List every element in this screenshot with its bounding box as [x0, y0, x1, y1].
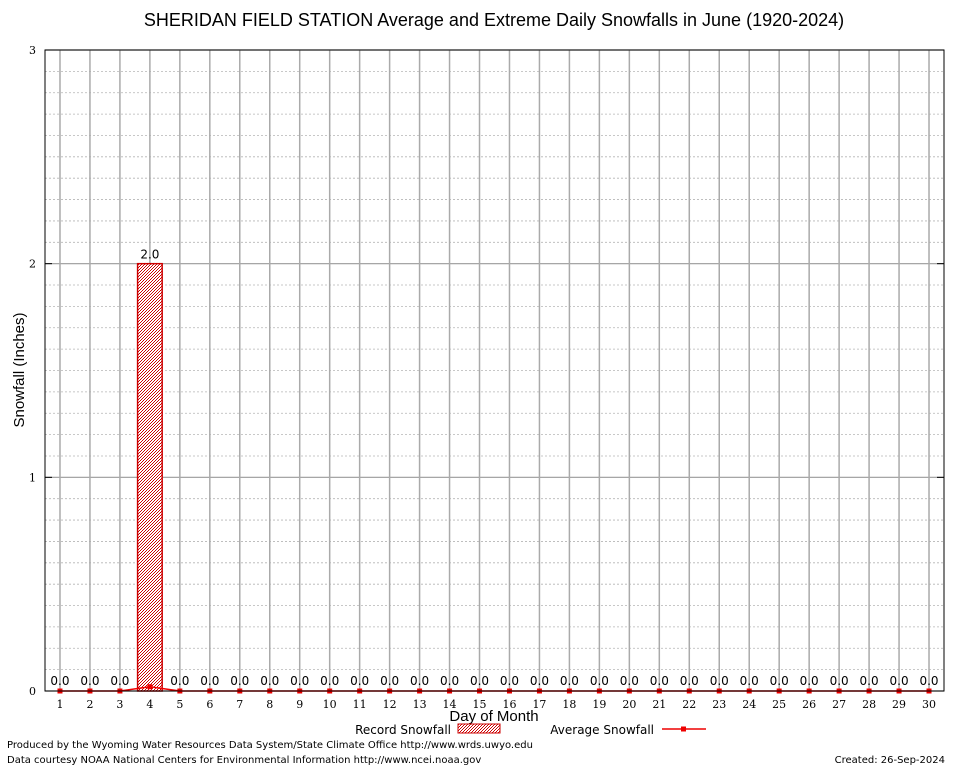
- data-label: 0.0: [380, 674, 399, 688]
- y-axis-label: Snowfall (Inches): [11, 312, 28, 427]
- data-label: 0.0: [500, 674, 519, 688]
- data-label: 0.0: [800, 674, 819, 688]
- data-label: 0.0: [470, 674, 489, 688]
- data-label: 0.0: [440, 674, 459, 688]
- y-tick-label: 3: [29, 44, 36, 57]
- legend-average-marker: [681, 726, 686, 732]
- x-tick-label: 1: [56, 698, 63, 711]
- data-labels: 0.0 0.0 0.0 2.0 0.0 0.0 0.0 0.0 0.0 0.0 0.0 0.0 0.0 0…: [50, 248, 938, 688]
- footer-created: Created: 26-Sep-2024: [835, 755, 945, 766]
- data-label: 0.0: [50, 674, 69, 688]
- x-tick-label: 28: [862, 698, 876, 711]
- x-tick-label: 27: [832, 698, 846, 711]
- record-bars: [136, 262, 163, 692]
- data-label: 0.0: [530, 674, 549, 688]
- x-tick-label: 9: [296, 698, 303, 711]
- data-label: 0.0: [680, 674, 699, 688]
- data-label: 0.0: [110, 674, 129, 688]
- x-tick-label: 10: [323, 698, 337, 711]
- data-label: 0.0: [320, 674, 339, 688]
- data-label: 0.0: [770, 674, 789, 688]
- x-tick-label: 22: [682, 698, 696, 711]
- x-axis-label: Day of Month: [449, 708, 538, 725]
- x-tick-label: 8: [266, 698, 273, 711]
- data-label: 0.0: [890, 674, 909, 688]
- x-tick-label: 11: [353, 698, 367, 711]
- chart-title: SHERIDAN FIELD STATION Average and Extre…: [144, 10, 844, 30]
- x-tick-label: 25: [772, 698, 786, 711]
- x-tick-label: 5: [176, 698, 183, 711]
- x-axis-ticks: 1 2 3 4 5 6 7 8 9 10 11 12 13 14 15 16 17 18 19 20 21 22 23 24 2…: [56, 698, 936, 711]
- grid: [45, 49, 944, 692]
- x-tick-label: 24: [742, 698, 756, 711]
- x-tick-label: 16: [502, 698, 516, 711]
- x-tick-label: 19: [592, 698, 606, 711]
- legend-average-label: Average Snowfall: [550, 723, 654, 737]
- y-axis-ticks: 0 1 2 3: [29, 44, 944, 698]
- x-tick-label: 26: [802, 698, 816, 711]
- data-label: 0.0: [80, 674, 99, 688]
- data-label: 0.0: [740, 674, 759, 688]
- data-label: 0.0: [350, 674, 369, 688]
- data-label: 2.0: [140, 248, 159, 262]
- x-tick-label: 12: [383, 698, 397, 711]
- average-point: [147, 684, 153, 690]
- data-label: 0.0: [410, 674, 429, 688]
- x-tick-label: 20: [622, 698, 636, 711]
- x-tick-label: 15: [473, 698, 487, 711]
- x-tick-label: 3: [116, 698, 123, 711]
- x-tick-label: 7: [236, 698, 243, 711]
- data-label: 0.0: [830, 674, 849, 688]
- x-tick-label: 30: [922, 698, 936, 711]
- data-label: 0.0: [230, 674, 249, 688]
- data-label: 0.0: [590, 674, 609, 688]
- footer-data-source: Data courtesy NOAA National Centers for …: [7, 755, 481, 766]
- x-tick-label: 4: [146, 698, 153, 711]
- y-tick-label: 0: [29, 685, 36, 698]
- y-tick-label: 1: [29, 471, 36, 484]
- data-label: 0.0: [650, 674, 669, 688]
- data-label: 0.0: [290, 674, 309, 688]
- y-tick-label: 2: [29, 258, 36, 271]
- x-tick-label: 18: [562, 698, 576, 711]
- plot-frame: [44, 49, 945, 692]
- footer-producer: Produced by the Wyoming Water Resources …: [7, 740, 533, 751]
- x-tick-label: 2: [86, 698, 93, 711]
- x-tick-label: 17: [532, 698, 546, 711]
- data-label: 0.0: [560, 674, 579, 688]
- x-tick-label: 21: [652, 698, 666, 711]
- data-label: 0.0: [860, 674, 879, 688]
- data-label: 0.0: [170, 674, 189, 688]
- x-tick-label: 23: [712, 698, 726, 711]
- x-tick-label: 29: [892, 698, 906, 711]
- x-tick-label: 13: [413, 698, 427, 711]
- legend: Record Snowfall Average Snowfall: [355, 723, 706, 737]
- data-label: 0.0: [260, 674, 279, 688]
- legend-record-label: Record Snowfall: [355, 723, 451, 737]
- x-tick-label: 14: [443, 698, 457, 711]
- legend-record-swatch: [457, 723, 501, 734]
- data-label: 0.0: [710, 674, 729, 688]
- record-bar: [136, 262, 163, 692]
- data-label: 0.0: [620, 674, 639, 688]
- data-label: 0.0: [200, 674, 219, 688]
- x-tick-label: 6: [206, 698, 213, 711]
- data-label: 0.0: [919, 674, 938, 688]
